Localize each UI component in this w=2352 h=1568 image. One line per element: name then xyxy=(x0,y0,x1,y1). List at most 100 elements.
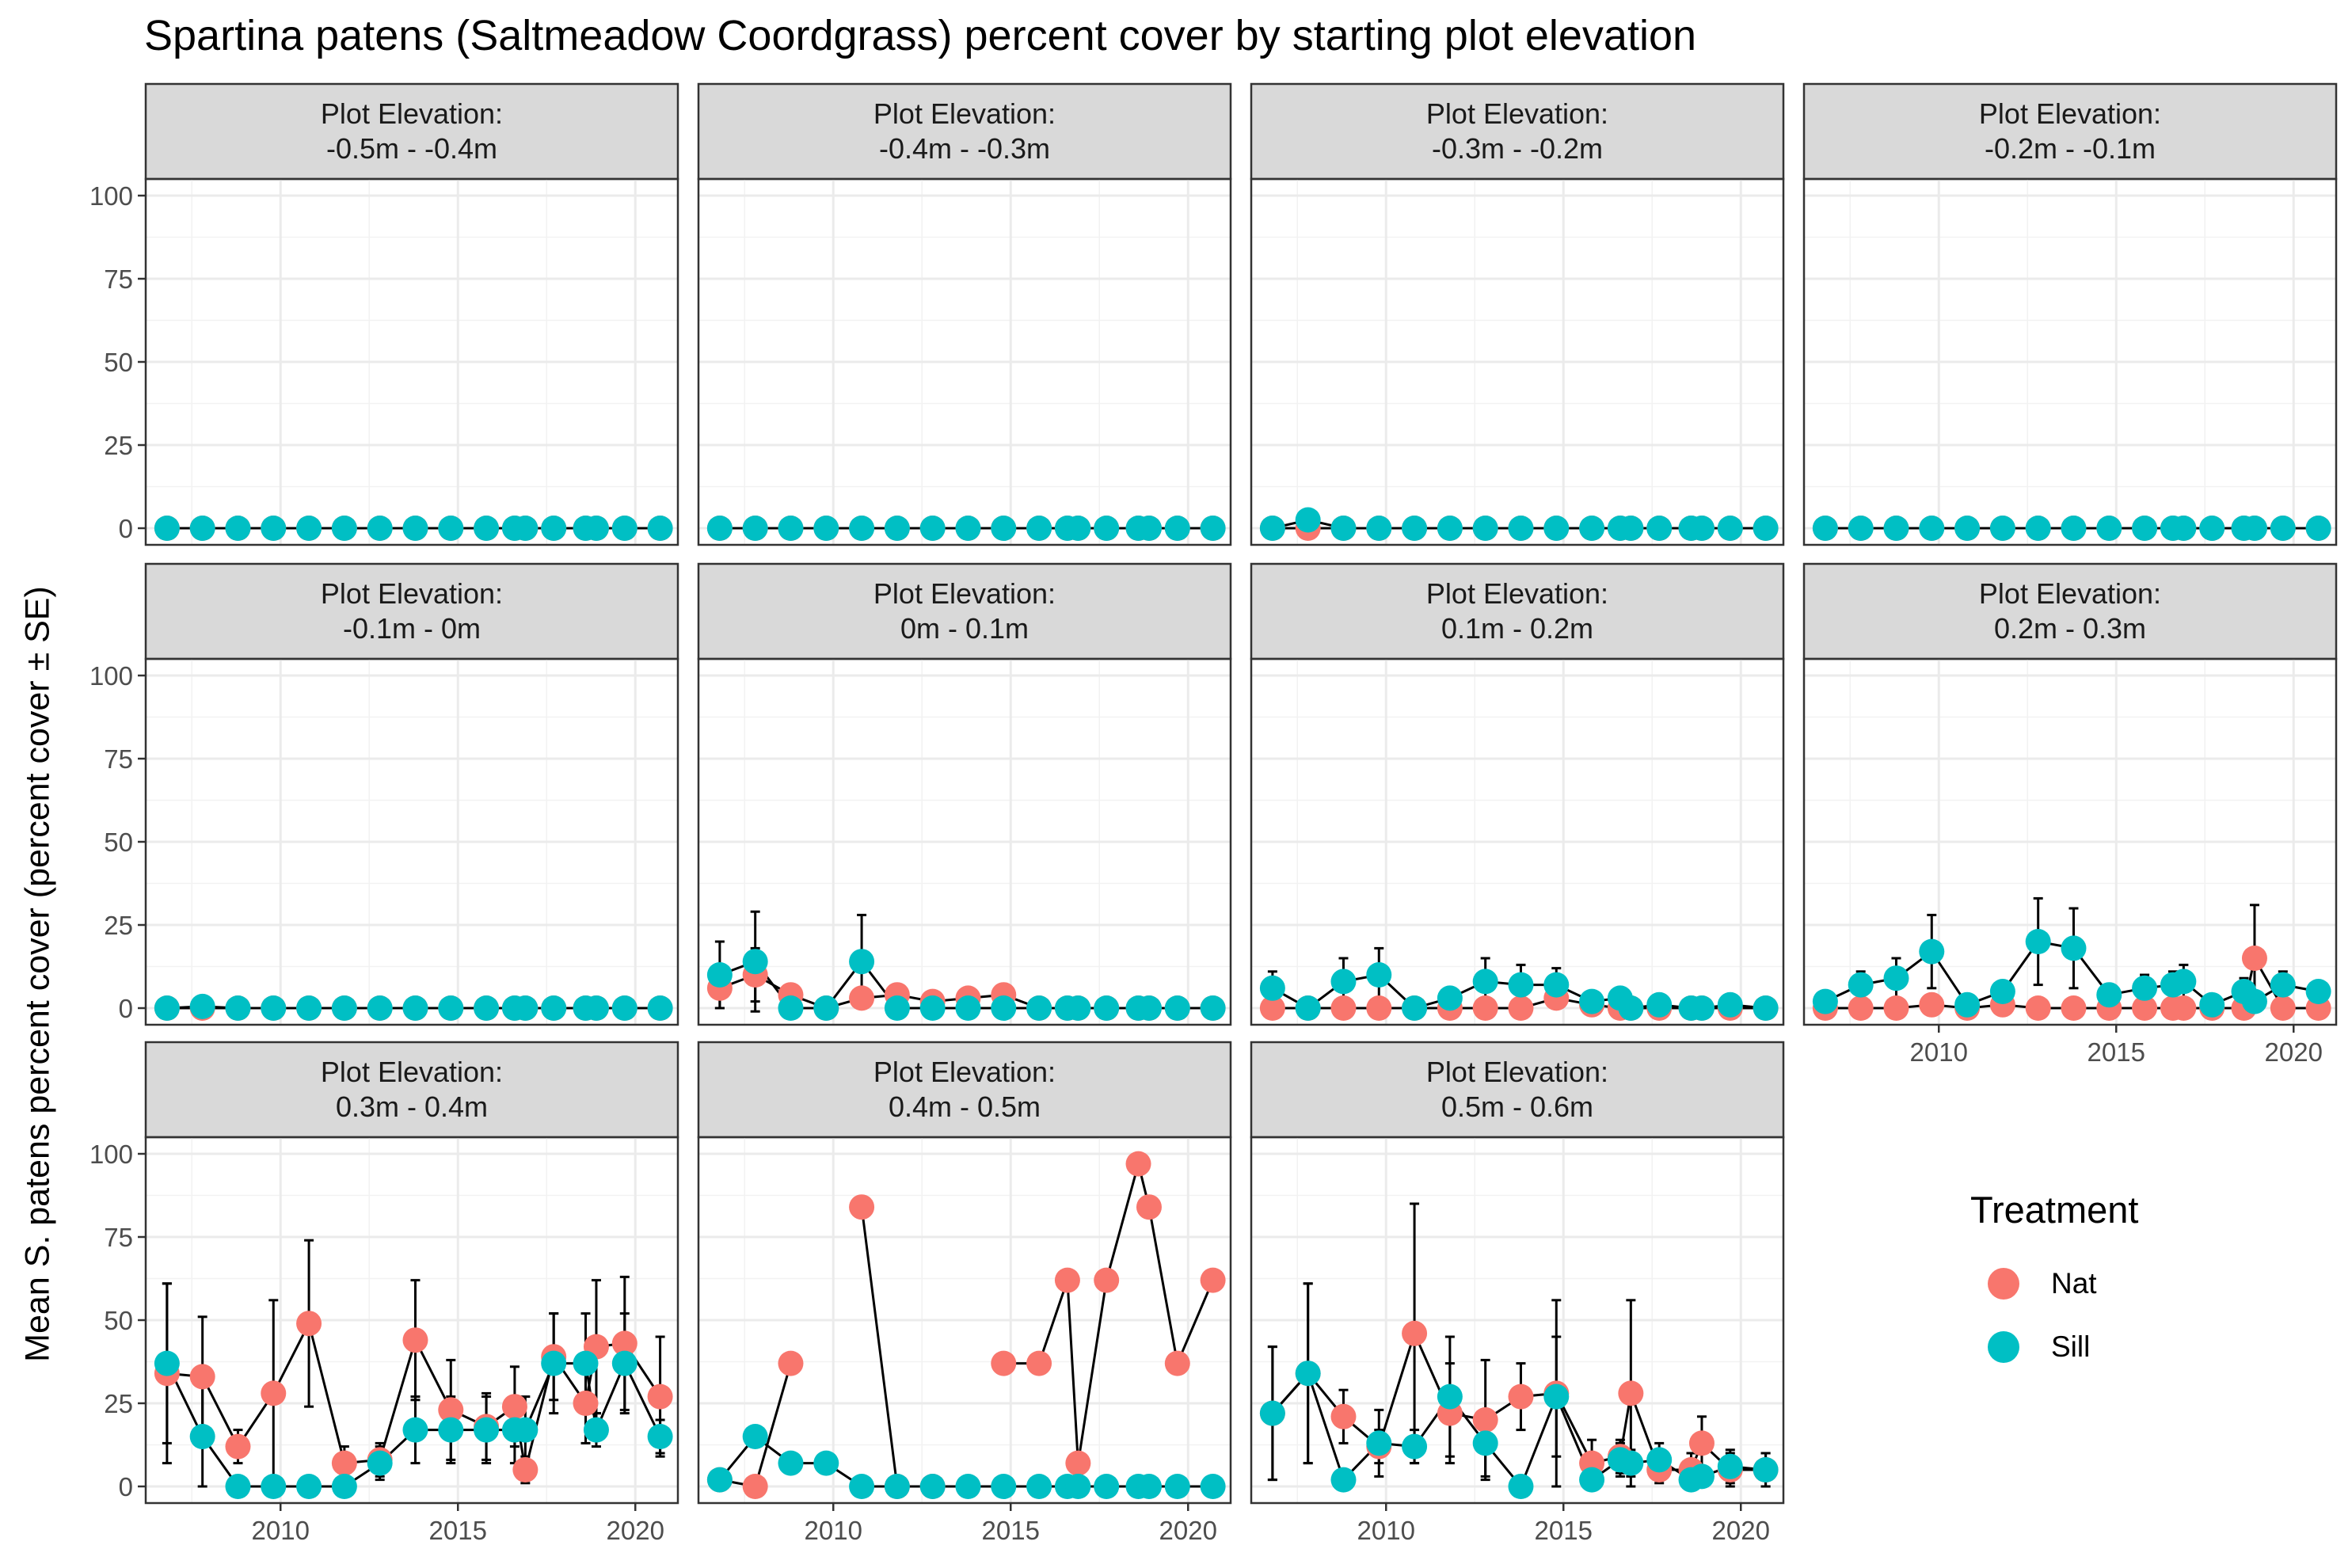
data-point-sill xyxy=(1026,1474,1052,1499)
data-point-sill xyxy=(1753,1457,1779,1482)
data-point-sill xyxy=(2096,982,2122,1008)
legend-item-nat: Nat xyxy=(1970,1252,2138,1315)
data-point-sill xyxy=(1989,516,2015,541)
data-point-sill xyxy=(331,995,357,1021)
data-point-nat xyxy=(296,1311,322,1337)
data-point-sill xyxy=(331,516,357,541)
data-point-sill xyxy=(849,1474,875,1499)
data-point-sill xyxy=(1753,995,1779,1021)
data-point-sill xyxy=(1717,1453,1743,1479)
data-point-sill xyxy=(261,1474,287,1499)
data-point-nat xyxy=(1472,995,1498,1021)
facet-strip-label: -0.3m - -0.2m xyxy=(1432,132,1603,165)
data-point-sill xyxy=(1366,1430,1392,1456)
data-point-sill xyxy=(742,949,768,975)
data-point-sill xyxy=(1136,995,1162,1021)
data-point-sill xyxy=(813,516,839,541)
data-point-sill xyxy=(512,995,539,1021)
data-point-nat xyxy=(2132,995,2158,1021)
data-point-nat xyxy=(1688,1430,1715,1456)
data-point-sill xyxy=(2061,935,2087,961)
data-point-sill xyxy=(1200,516,1226,541)
facet-strip-prefix: Plot Elevation: xyxy=(1426,577,1608,610)
x-tick-label: 2020 xyxy=(2265,1037,2323,1067)
data-point-nat xyxy=(2270,995,2296,1021)
data-point-sill xyxy=(402,995,428,1021)
data-point-nat xyxy=(1330,1403,1357,1429)
facet-strip-prefix: Plot Elevation: xyxy=(873,577,1056,610)
data-point-nat xyxy=(1883,995,1909,1021)
panel-border xyxy=(1250,177,1785,546)
data-point-nat xyxy=(1330,995,1357,1021)
data-point-sill xyxy=(296,1474,322,1499)
data-point-sill xyxy=(2305,516,2331,541)
data-point-sill xyxy=(1543,1383,1570,1410)
data-point-sill xyxy=(1366,962,1392,988)
facet-strip xyxy=(697,82,1232,181)
facet-strip xyxy=(1250,562,1785,660)
y-tick-label: 0 xyxy=(119,1472,133,1501)
data-point-sill xyxy=(189,1424,215,1449)
facet-strip xyxy=(144,1041,679,1139)
data-point-sill xyxy=(331,1474,357,1499)
data-point-nat xyxy=(225,1433,251,1460)
data-point-sill xyxy=(1402,516,1428,541)
data-point-sill xyxy=(367,516,393,541)
data-point-sill xyxy=(2025,516,2051,541)
x-tick-label: 2015 xyxy=(429,1516,487,1545)
data-point-sill xyxy=(611,1350,637,1376)
facet-strip xyxy=(697,562,1232,660)
data-point-sill xyxy=(1330,969,1357,995)
facet-panel: Plot Elevation:0.5m - 0.6m 2010 2015 2020 xyxy=(1250,1041,1785,1545)
data-point-sill xyxy=(1688,1463,1715,1490)
data-point-sill xyxy=(849,516,875,541)
data-point-sill xyxy=(1094,995,1120,1021)
data-point-sill xyxy=(2171,969,2197,995)
data-point-sill xyxy=(225,1474,251,1499)
facet-panel: Plot Elevation:0.3m - 0.4m 0 25 50 75 100 2010… xyxy=(89,1041,679,1545)
data-point-sill xyxy=(955,516,981,541)
data-point-sill xyxy=(611,995,637,1021)
data-point-nat xyxy=(1848,995,1874,1021)
y-tick-label: 75 xyxy=(104,265,133,294)
data-point-sill xyxy=(1883,965,1909,991)
data-point-nat xyxy=(1259,995,1285,1021)
data-point-sill xyxy=(1330,516,1357,541)
data-point-sill xyxy=(573,1350,599,1376)
data-point-sill xyxy=(955,1474,981,1499)
data-point-sill xyxy=(742,516,768,541)
y-tick-label: 0 xyxy=(119,514,133,543)
series-line-nat xyxy=(1003,1159,1214,1463)
panel-border xyxy=(1250,657,1785,1026)
data-point-nat xyxy=(331,1450,357,1476)
data-point-sill xyxy=(1259,1400,1285,1426)
facet-strip-prefix: Plot Elevation: xyxy=(1426,97,1608,130)
data-point-sill xyxy=(706,516,733,541)
data-point-sill xyxy=(1295,1361,1321,1387)
data-point-nat xyxy=(2061,995,2087,1021)
data-point-sill xyxy=(225,995,251,1021)
data-point-sill xyxy=(1812,988,1838,1014)
data-point-sill xyxy=(611,516,637,541)
data-point-nat xyxy=(189,1364,215,1390)
facet-strip-prefix: Plot Elevation: xyxy=(1426,1056,1608,1088)
facet-strip-label: 0.1m - 0.2m xyxy=(1441,612,1593,645)
data-point-sill xyxy=(1164,1474,1190,1499)
facet-strip-prefix: Plot Elevation: xyxy=(1979,577,2161,610)
x-tick-label: 2015 xyxy=(2087,1037,2145,1067)
panel-border xyxy=(697,177,1232,546)
legend-label-nat: Nat xyxy=(2051,1267,2097,1300)
data-point-sill xyxy=(154,1350,180,1376)
data-point-sill xyxy=(438,995,464,1021)
data-point-sill xyxy=(1259,975,1285,1001)
data-point-sill xyxy=(402,1417,428,1443)
facet-panel: Plot Elevation:-0.1m - 0m 0 25 50 75 100 xyxy=(89,562,679,1026)
data-point-nat xyxy=(1125,1151,1151,1177)
y-tick-label: 100 xyxy=(89,181,133,211)
facet-strip-prefix: Plot Elevation: xyxy=(321,1056,503,1088)
data-point-sill xyxy=(1618,516,1644,541)
data-point-sill xyxy=(813,995,839,1021)
facet-strip-label: -0.1m - 0m xyxy=(343,612,481,645)
x-tick-label: 2015 xyxy=(1535,1516,1593,1545)
facet-strip-label: -0.4m - -0.3m xyxy=(879,132,1050,165)
